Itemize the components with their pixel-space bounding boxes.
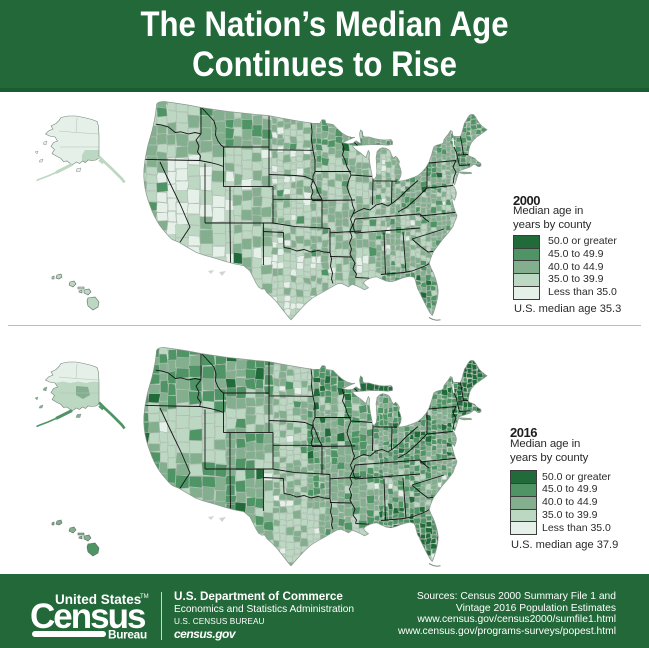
svg-text:Census: Census: [30, 597, 146, 636]
svg-text:United States: United States: [55, 592, 141, 607]
svg-text:Bureau: Bureau: [108, 628, 147, 642]
svg-text:TM: TM: [140, 594, 149, 600]
